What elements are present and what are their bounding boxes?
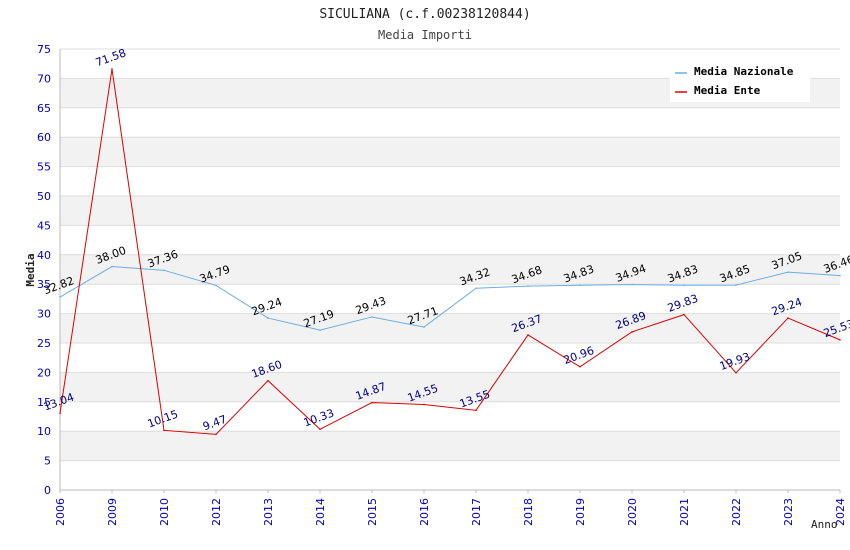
y-tick-label: 60 [37, 131, 51, 144]
x-tick-label: 2009 [106, 498, 119, 526]
data-point [787, 317, 789, 319]
x-tick-label: 2014 [314, 498, 327, 526]
data-point [163, 269, 165, 272]
data-point [319, 329, 321, 331]
data-point [267, 317, 269, 319]
y-tick-label: 45 [37, 219, 51, 232]
x-tick-label: 2016 [418, 498, 431, 526]
y-tick-labels: 0 5 10 15 20 25 30 35 40 45 50 55 60 65 70 75 [37, 43, 51, 497]
data-point [579, 284, 581, 286]
y-tick-label: 0 [44, 484, 51, 497]
grid-band [60, 372, 840, 402]
y-tick-label: 5 [44, 455, 51, 468]
data-point [59, 412, 61, 415]
series-line-media-nazionale [59, 266, 841, 331]
data-label: 10.33 [302, 406, 336, 429]
series-lines [59, 68, 841, 436]
data-point [579, 365, 581, 368]
data-label: 20.96 [562, 344, 596, 367]
x-tick-label: 2023 [782, 498, 795, 526]
grid-band [60, 137, 840, 167]
data-point [683, 313, 685, 316]
data-point [59, 296, 61, 298]
y-tick-label: 35 [37, 278, 51, 291]
data-point [215, 284, 217, 287]
data-label: 29.83 [666, 292, 700, 315]
x-tick-label: 2021 [678, 498, 691, 526]
data-point [423, 326, 425, 328]
x-tick-label: 2022 [730, 498, 743, 526]
data-point [163, 429, 165, 432]
grid-band [60, 431, 840, 461]
x-tick-label: 2018 [522, 498, 535, 526]
legend-box [670, 58, 810, 102]
legend-label-media-nazionale: Media Nazionale [694, 65, 794, 78]
data-point [631, 283, 633, 286]
data-point [475, 409, 477, 412]
data-point [839, 339, 841, 341]
y-tick-label: 30 [37, 308, 51, 321]
data-label: 13.04 [42, 391, 76, 414]
y-tick-label: 40 [37, 249, 51, 262]
y-tick-label: 65 [37, 102, 51, 115]
y-tick-label: 15 [37, 396, 51, 409]
y-tick-label: 10 [37, 425, 51, 438]
data-point [111, 68, 113, 70]
legend: Media Nazionale Media Ente [670, 58, 810, 102]
data-point [839, 274, 841, 277]
data-point [371, 316, 373, 318]
data-point [319, 428, 321, 431]
x-tick-labels: 2006 2009 2010 2012 2013 2014 2015 2016 2017 2018… [54, 490, 847, 526]
x-tick-label: 2020 [626, 498, 639, 526]
data-point [735, 284, 737, 286]
data-point [683, 284, 685, 286]
data-point [787, 271, 789, 273]
grid-band [60, 196, 840, 226]
grid-band [60, 313, 840, 343]
x-axis-label: Anno [811, 518, 838, 531]
y-tick-label: 25 [37, 337, 51, 350]
y-tick-label: 70 [37, 72, 51, 85]
series-line-media-ente [59, 69, 841, 435]
data-label: 10.15 [146, 408, 180, 431]
x-tick-label: 2013 [262, 498, 275, 526]
grid-band [60, 254, 840, 285]
x-tick-label: 2015 [366, 498, 379, 526]
x-tick-label: 2017 [470, 498, 483, 526]
data-point [475, 287, 477, 289]
data-point [267, 379, 269, 382]
x-tick-label: 2010 [158, 498, 171, 526]
y-tick-label: 50 [37, 190, 51, 203]
data-point [631, 331, 633, 333]
data-point [527, 285, 529, 287]
y-tick-label: 55 [37, 161, 51, 174]
data-point [371, 401, 373, 404]
x-tick-label: 2019 [574, 498, 587, 526]
y-axis-label: Media [24, 253, 37, 286]
legend-label-media-ente: Media Ente [694, 84, 761, 97]
data-point [527, 334, 529, 336]
y-tick-label: 20 [37, 366, 51, 379]
data-point [735, 372, 737, 374]
chart-subtitle: Media Importi [378, 28, 472, 42]
grid-lines [60, 48, 840, 491]
data-label: 9.47 [201, 413, 228, 434]
data-point [423, 403, 425, 406]
data-label: 71.58 [94, 46, 128, 69]
data-point [215, 433, 217, 436]
data-point [111, 265, 113, 268]
data-label: 19.93 [718, 350, 752, 373]
grid-bands [60, 78, 840, 461]
x-tick-label: 2024 [834, 498, 847, 526]
x-tick-label: 2012 [210, 498, 223, 526]
x-tick-label: 2006 [54, 498, 67, 526]
y-tick-label: 75 [37, 43, 51, 56]
chart-title: SICULIANA (c.f.00238120844) [319, 7, 530, 22]
